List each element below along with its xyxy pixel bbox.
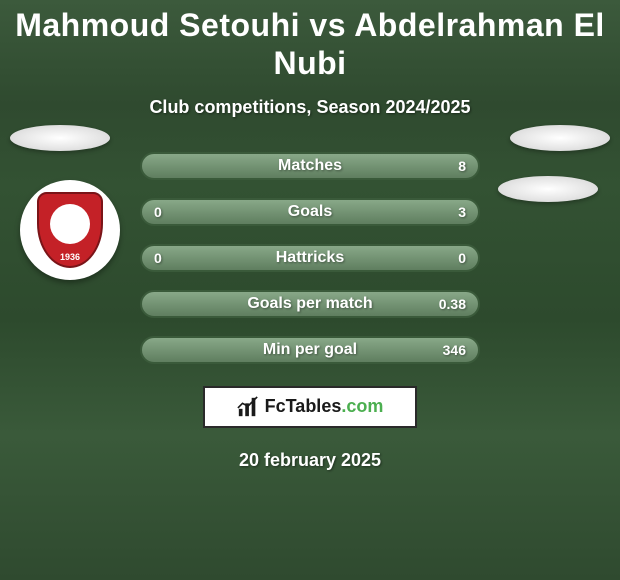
stat-row-goals: 0 Goals 3 — [140, 198, 480, 226]
stat-rows: Matches 8 0 Goals 3 0 Hattricks 0 Goals … — [0, 152, 620, 364]
stat-right-value: 0.38 — [439, 296, 466, 312]
stat-label: Goals — [288, 203, 332, 221]
player-right-placeholder — [510, 125, 610, 151]
brand-text: FcTables.com — [265, 396, 384, 417]
stat-row-hattricks: 0 Hattricks 0 — [140, 244, 480, 272]
brand-domain: .com — [341, 396, 383, 416]
subtitle: Club competitions, Season 2024/2025 — [149, 97, 470, 118]
stat-label: Matches — [278, 157, 342, 175]
stat-right-value: 346 — [443, 342, 466, 358]
stat-right-value: 3 — [458, 204, 466, 220]
page-title: Mahmoud Setouhi vs Abdelrahman El Nubi — [0, 6, 620, 83]
brand-name: FcTables — [265, 396, 342, 416]
content-column: Mahmoud Setouhi vs Abdelrahman El Nubi C… — [0, 0, 620, 471]
stat-row-goals-per-match: Goals per match 0.38 — [140, 290, 480, 318]
player-left-placeholder — [10, 125, 110, 151]
stat-right-value: 0 — [458, 250, 466, 266]
stat-label: Hattricks — [276, 249, 344, 267]
bar-chart-icon — [237, 396, 259, 418]
stat-left-value: 0 — [154, 250, 162, 266]
stat-right-value: 8 — [458, 158, 466, 174]
stat-label: Goals per match — [247, 295, 372, 313]
stat-label: Min per goal — [263, 341, 357, 359]
stat-row-min-per-goal: Min per goal 346 — [140, 336, 480, 364]
infographic-root: 1936 Mahmoud Setouhi vs Abdelrahman El N… — [0, 0, 620, 580]
date-text: 20 february 2025 — [239, 450, 381, 471]
brand-box: FcTables.com — [203, 386, 417, 428]
stat-left-value: 0 — [154, 204, 162, 220]
stat-row-matches: Matches 8 — [140, 152, 480, 180]
